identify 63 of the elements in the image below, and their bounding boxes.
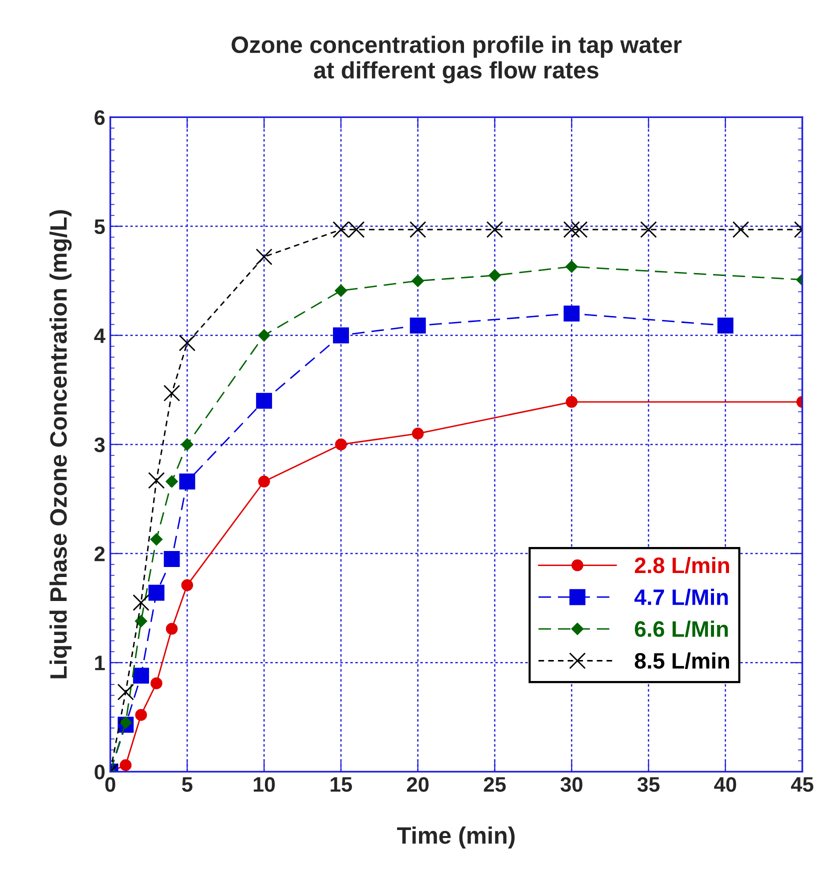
point bbox=[565, 260, 578, 273]
x-tick-label: 10 bbox=[254, 777, 275, 792]
y-tick-label: 1 bbox=[95, 656, 105, 670]
point bbox=[148, 584, 164, 601]
point bbox=[133, 668, 150, 684]
x-tick-label: 20 bbox=[406, 777, 429, 792]
point bbox=[258, 329, 270, 342]
point bbox=[566, 396, 578, 408]
y-tick-label: 0 bbox=[94, 764, 105, 780]
point bbox=[166, 475, 178, 488]
point bbox=[732, 221, 750, 238]
legend-label: 4.7 L/Min bbox=[634, 588, 728, 606]
point bbox=[332, 327, 349, 344]
point bbox=[258, 476, 270, 488]
point bbox=[181, 579, 194, 592]
point bbox=[486, 221, 504, 238]
x-tick-label: 40 bbox=[714, 777, 736, 792]
x-tick-label: 25 bbox=[484, 777, 506, 792]
point bbox=[150, 533, 163, 546]
point bbox=[135, 709, 147, 721]
x-tick-label: 45 bbox=[791, 777, 814, 792]
point bbox=[164, 550, 180, 567]
point bbox=[163, 384, 180, 402]
point bbox=[132, 594, 150, 611]
x-axis-title: Time (min) bbox=[397, 826, 515, 849]
point bbox=[410, 221, 426, 238]
y-tick-label: 6 bbox=[94, 110, 105, 125]
legend-label: 2.8 L/min bbox=[634, 556, 730, 574]
point bbox=[488, 269, 501, 282]
legend-label: 6.6 L/Min bbox=[634, 620, 728, 638]
point bbox=[563, 221, 580, 238]
point bbox=[134, 614, 148, 628]
point bbox=[148, 472, 165, 489]
y-axis-title: Liquid Phase Ozone Concentration (mg/L) bbox=[50, 210, 72, 678]
point bbox=[178, 334, 196, 352]
point bbox=[256, 392, 272, 409]
point bbox=[412, 428, 424, 440]
point bbox=[717, 318, 734, 334]
point bbox=[120, 759, 132, 772]
point bbox=[570, 221, 588, 238]
point bbox=[410, 318, 426, 334]
point bbox=[640, 221, 657, 238]
point bbox=[180, 438, 194, 451]
point bbox=[335, 438, 347, 450]
point bbox=[117, 684, 134, 700]
x-tick-label: 15 bbox=[330, 777, 352, 792]
legend-label: 8.5 L/min bbox=[634, 652, 730, 669]
chart-title: Ozone concentration profile in tap water at different gas flow rates bbox=[232, 36, 682, 84]
point bbox=[412, 274, 424, 288]
point bbox=[564, 306, 580, 322]
point bbox=[179, 474, 196, 490]
y-tick-label: 3 bbox=[94, 437, 105, 452]
y-tick-label: 4 bbox=[94, 328, 106, 343]
point bbox=[166, 622, 178, 635]
y-tick-label: 5 bbox=[94, 220, 105, 234]
point bbox=[334, 284, 348, 297]
x-tick-label: 35 bbox=[637, 777, 660, 792]
point bbox=[256, 248, 272, 266]
x-tick-label: 5 bbox=[182, 777, 192, 792]
y-tick-label: 2 bbox=[94, 546, 105, 562]
point bbox=[150, 677, 162, 690]
x-tick-label: 30 bbox=[560, 777, 582, 792]
x-tick-label: 0 bbox=[105, 777, 116, 792]
